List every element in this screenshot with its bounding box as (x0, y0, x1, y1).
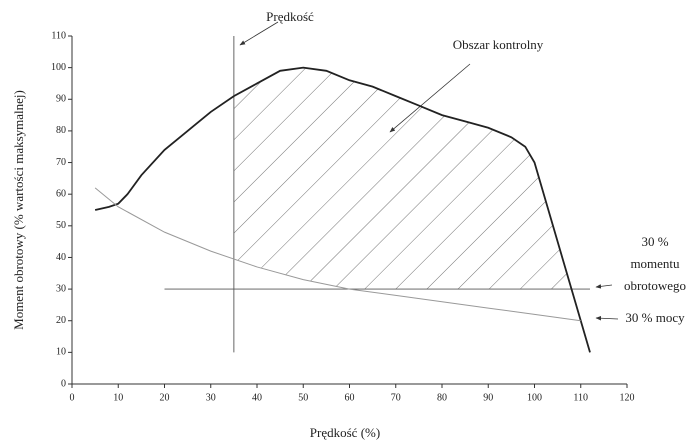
x-tick-label: 100 (527, 392, 542, 403)
x-tick-label: 20 (160, 392, 170, 403)
arrow (595, 315, 619, 321)
torque-label: momentu (630, 256, 680, 271)
torque-label: obrotowego (624, 278, 686, 293)
y-tick-label: 20 (56, 315, 66, 326)
y-tick-label: 10 (56, 347, 66, 358)
x-tick-label: 10 (113, 392, 123, 403)
x-tick-label: 110 (573, 392, 588, 403)
x-tick-label: 80 (437, 392, 447, 403)
x-tick-label: 60 (345, 392, 355, 403)
y-tick-label: 0 (61, 378, 66, 389)
arrow (239, 21, 279, 46)
x-tick-label: 90 (483, 392, 493, 403)
y-tick-label: 30 (56, 283, 66, 294)
y-tick-label: 100 (51, 62, 66, 73)
x-axis-label: Prędkość (%) (310, 425, 380, 440)
x-tick-label: 40 (252, 392, 262, 403)
x-tick-label: 120 (620, 392, 635, 403)
y-tick-label: 50 (56, 220, 66, 231)
torque-curve (94, 66, 591, 353)
y-tick-label: 70 (56, 157, 66, 168)
power-label: 30 % mocy (625, 310, 685, 325)
y-tick-label: 40 (56, 252, 66, 263)
x-tick-label: 50 (298, 392, 308, 403)
x-tick-label: 70 (391, 392, 401, 403)
y-tick-label: 90 (56, 94, 66, 105)
region-label: Obszar kontrolny (453, 37, 544, 52)
x-tick-label: 0 (70, 392, 75, 403)
y-tick-label: 80 (56, 125, 66, 136)
power-curve (94, 187, 581, 322)
y-tick-label: 110 (51, 30, 66, 41)
speed-label: Prędkość (266, 9, 314, 24)
y-tick-label: 60 (56, 188, 66, 199)
x-tick-label: 30 (206, 392, 216, 403)
torque-label: 30 % (641, 234, 668, 249)
control-region (233, 67, 572, 290)
y-axis-label: Moment obrotowy (% wartości maksymalnej) (11, 90, 26, 330)
arrow (595, 284, 613, 289)
